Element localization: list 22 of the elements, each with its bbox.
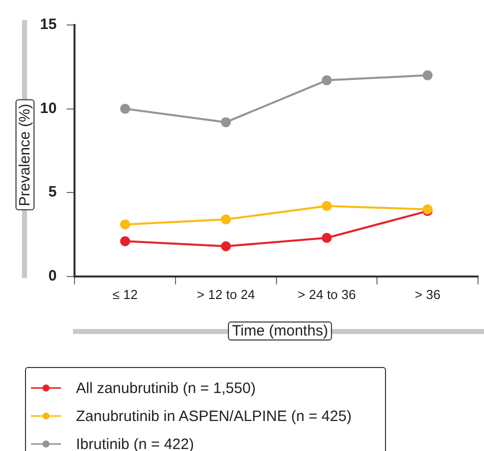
x-tick-label: > 24 to 36 [298, 286, 356, 302]
x-axis-title: Time (months) [228, 322, 332, 340]
point [120, 236, 130, 246]
point [120, 104, 130, 114]
point [322, 75, 332, 86]
legend-label: All zanubrutinib (n = 1,550) [76, 380, 256, 396]
y-tick-label: 10 [40, 100, 57, 117]
x-tick-label: ≤ 12 [112, 286, 138, 302]
point [220, 117, 231, 128]
point [322, 232, 332, 243]
point [322, 201, 332, 212]
x-tick-label: > 36 [414, 286, 440, 302]
point [120, 219, 130, 230]
y-tick-label: 0 [48, 268, 57, 285]
y-tick-label: 15 [40, 16, 57, 34]
y-axis-title: Prevalence (%) [16, 100, 34, 210]
point [220, 241, 231, 252]
y-tick-label: 5 [48, 184, 57, 201]
point [220, 214, 231, 224]
point [422, 70, 433, 80]
legend-label: Zanubrutinib in ASPEN/ALPINE (n = 425) [76, 408, 352, 424]
x-tick-label: > 12 to 24 [196, 286, 256, 302]
